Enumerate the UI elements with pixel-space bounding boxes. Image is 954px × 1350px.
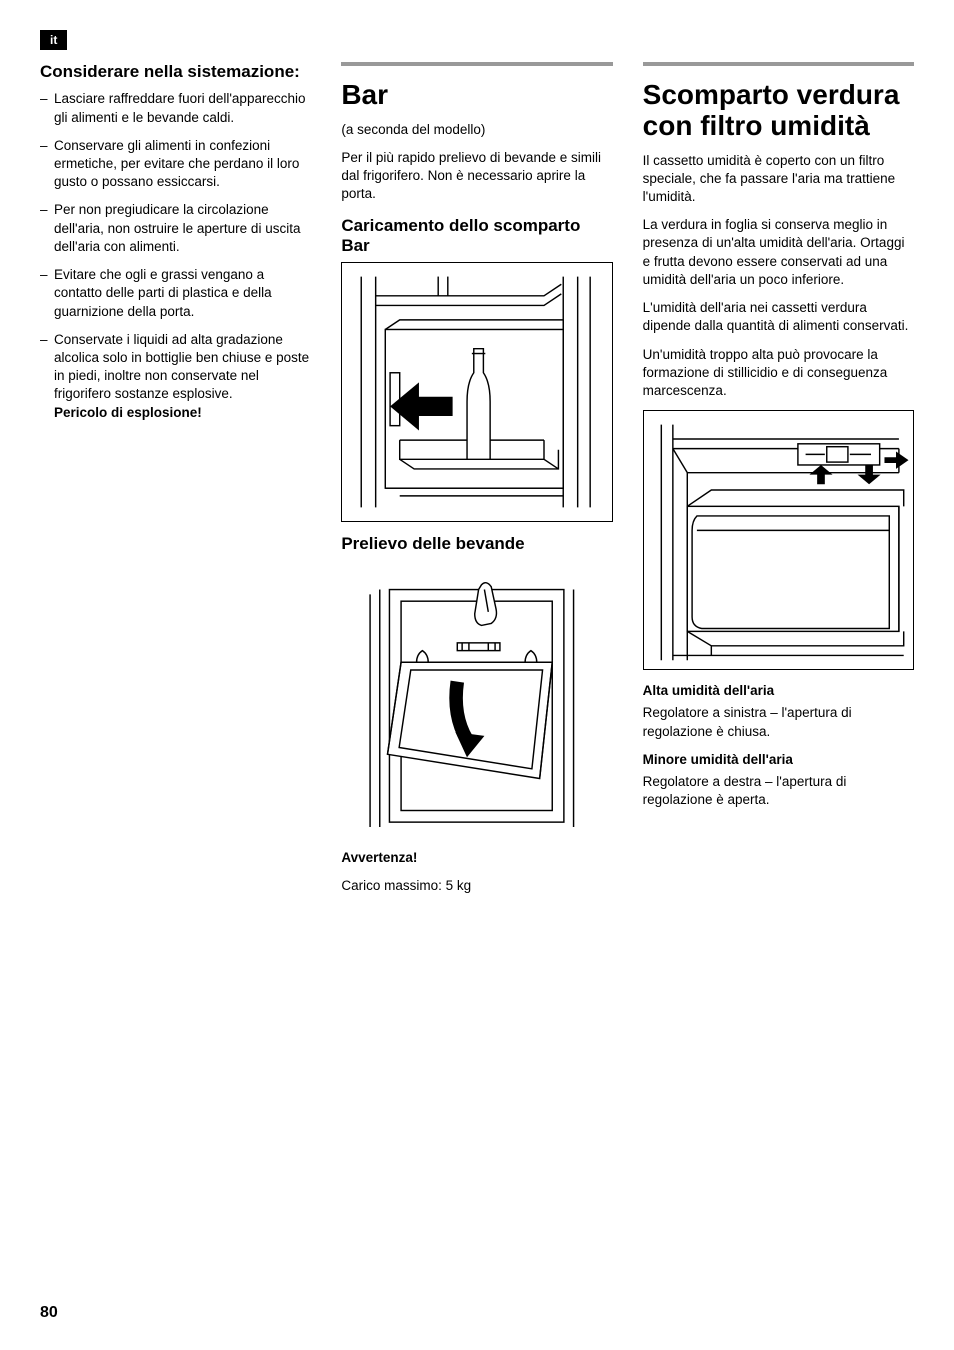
veg-p3: L'umidità dell'aria nei cassetti verdura… — [643, 299, 914, 335]
high-humidity-label: Alta umidità dell'aria — [643, 683, 775, 698]
bar-description: Per il più rapido prelievo di bevande e … — [341, 149, 612, 204]
column-1: Considerare nella sistemazione: Lasciare… — [40, 62, 311, 905]
list-item: Conservare gli alimenti in confezioni er… — [40, 137, 311, 192]
list-item: Evitare che ogli e grassi vengano a cont… — [40, 266, 311, 321]
col1-list: Lasciare raffreddare fuori dell'apparecc… — [40, 90, 311, 422]
bar-heading: Bar — [341, 80, 612, 111]
low-humidity-label: Minore umidità dell'aria — [643, 752, 793, 767]
list-item: Conservate i liquidi ad alta gradazione … — [40, 331, 311, 422]
col1-heading: Considerare nella sistemazione: — [40, 62, 311, 82]
high-humidity-text: Regolatore a sinistra – l'apertura di re… — [643, 704, 914, 740]
retrieval-heading: Prelievo delle bevande — [341, 534, 612, 554]
content-columns: Considerare nella sistemazione: Lasciare… — [40, 62, 914, 905]
list-item: Per non pregiudicare la circolazione del… — [40, 201, 311, 256]
page-number: 80 — [40, 1304, 58, 1322]
list-item: Lasciare raffreddare fuori dell'apparecc… — [40, 90, 311, 126]
veg-heading: Scomparto verdura con filtro umidità — [643, 80, 914, 142]
explosion-warning: Pericolo di esplosione! — [54, 405, 202, 420]
section-rule — [643, 62, 914, 66]
column-3: Scomparto verdura con filtro umidità Il … — [643, 62, 914, 905]
warning-label: Avvertenza! — [341, 850, 417, 865]
figure-humidity-filter — [643, 410, 914, 670]
loading-heading: Caricamento dello scomparto Bar — [341, 216, 612, 257]
column-2: Bar (a seconda del modello) Per il più r… — [341, 62, 612, 905]
veg-p4: Un'umidità troppo alta può provocare la … — [643, 346, 914, 401]
language-tag: it — [40, 30, 67, 50]
figure-bar-retrieval — [341, 561, 612, 841]
veg-p2: La verdura in foglia si conserva meglio … — [643, 216, 914, 289]
low-humidity-text: Regolatore a destra – l'apertura di rego… — [643, 773, 914, 809]
model-note: (a seconda del modello) — [341, 121, 612, 139]
figure-bar-loading — [341, 262, 612, 522]
veg-p1: Il cassetto umidità è coperto con un fil… — [643, 152, 914, 207]
max-load-text: Carico massimo: 5 kg — [341, 877, 612, 895]
section-rule — [341, 62, 612, 66]
